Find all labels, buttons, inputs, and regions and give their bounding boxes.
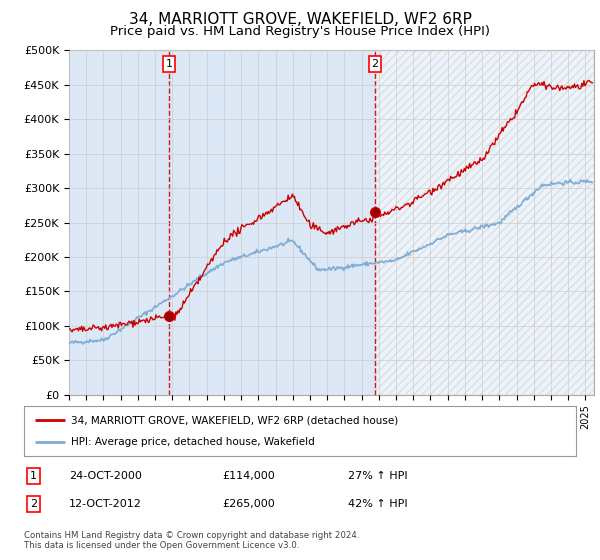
Text: £265,000: £265,000 — [222, 499, 275, 509]
Text: 2: 2 — [30, 499, 37, 509]
Text: 12-OCT-2012: 12-OCT-2012 — [69, 499, 142, 509]
Text: 2: 2 — [371, 59, 379, 69]
Text: 1: 1 — [166, 59, 173, 69]
Text: HPI: Average price, detached house, Wakefield: HPI: Average price, detached house, Wake… — [71, 437, 314, 447]
Text: £114,000: £114,000 — [222, 471, 275, 481]
Bar — [375, 50, 594, 395]
Text: Price paid vs. HM Land Registry's House Price Index (HPI): Price paid vs. HM Land Registry's House … — [110, 25, 490, 38]
Text: 42% ↑ HPI: 42% ↑ HPI — [348, 499, 407, 509]
Bar — [169, 50, 375, 395]
Text: 34, MARRIOTT GROVE, WAKEFIELD, WF2 6RP: 34, MARRIOTT GROVE, WAKEFIELD, WF2 6RP — [128, 12, 472, 27]
Text: 24-OCT-2000: 24-OCT-2000 — [69, 471, 142, 481]
Text: Contains HM Land Registry data © Crown copyright and database right 2024.
This d: Contains HM Land Registry data © Crown c… — [24, 530, 359, 550]
Text: 1: 1 — [30, 471, 37, 481]
Text: 34, MARRIOTT GROVE, WAKEFIELD, WF2 6RP (detached house): 34, MARRIOTT GROVE, WAKEFIELD, WF2 6RP (… — [71, 415, 398, 425]
Text: 27% ↑ HPI: 27% ↑ HPI — [348, 471, 407, 481]
